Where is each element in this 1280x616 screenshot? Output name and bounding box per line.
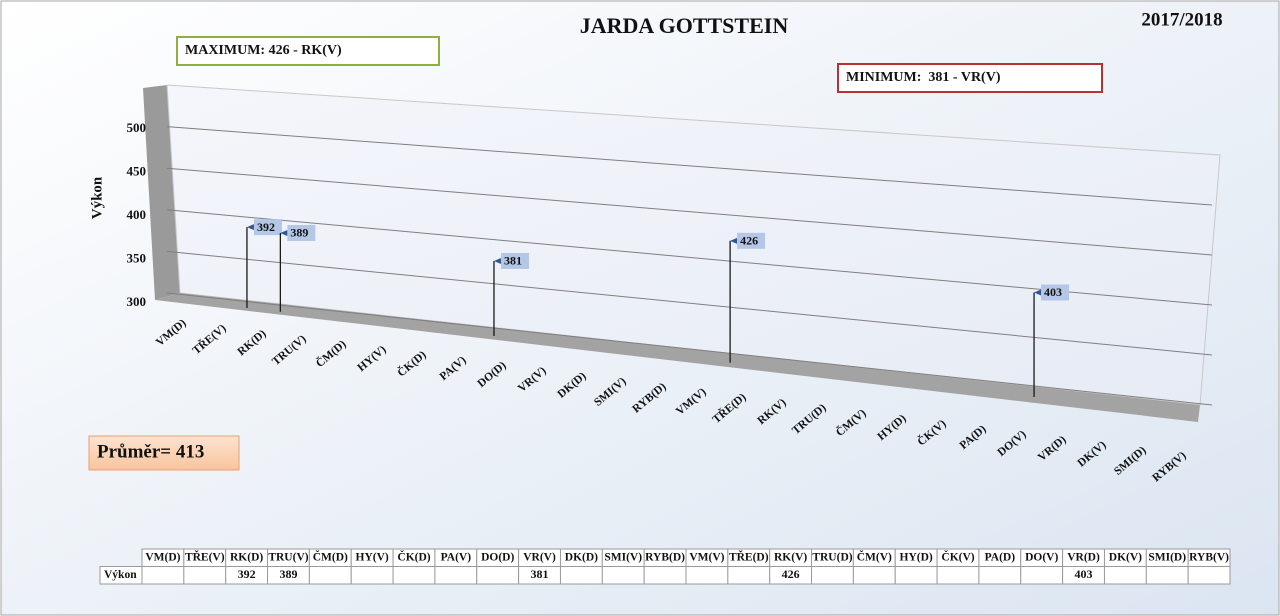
grid-line (166, 250, 1213, 356)
y-tick-label: 450 (127, 164, 147, 179)
table-header: SMI(D) (1148, 551, 1186, 563)
point-marker (1034, 289, 1042, 296)
grid-line (166, 292, 1213, 406)
table-value: 392 (238, 567, 256, 581)
table-header: RYB(V) (1189, 551, 1229, 563)
table-header: PA(D) (985, 551, 1016, 563)
max-box (176, 36, 440, 66)
table-header: HY(V) (356, 551, 389, 563)
table-cell (811, 566, 854, 585)
value-label-box (1041, 284, 1070, 301)
table-header: DO(D) (481, 551, 514, 563)
table-cell (1187, 566, 1231, 585)
value-label-box (287, 224, 316, 241)
table-cell (392, 566, 436, 585)
table-cell (936, 566, 980, 585)
value-label: 392 (257, 220, 275, 234)
grid-line (166, 126, 1213, 206)
point-marker (730, 237, 738, 244)
value-label: 426 (740, 234, 758, 248)
table-cell (476, 566, 520, 585)
table-header: DK(V) (1109, 551, 1142, 563)
value-label: 389 (290, 226, 308, 240)
min-label: MINIMUM: 381 - VR(V) (846, 70, 1001, 85)
table-header: VR(V) (523, 551, 556, 563)
y-tick-label: 500 (127, 120, 147, 135)
table-cell (601, 566, 645, 585)
min-box (837, 63, 1103, 93)
grid-line (166, 167, 1213, 256)
table-value: 426 (782, 567, 800, 581)
y-tick-label: 400 (127, 207, 147, 222)
table-cell (141, 566, 185, 585)
table-header: ČM(D) (313, 549, 348, 563)
value-label: 381 (504, 254, 522, 268)
table-header: VR(D) (1067, 551, 1100, 563)
grid-line (166, 209, 1213, 306)
value-label-box (500, 252, 529, 269)
average-label: Průměr= 413 (97, 441, 204, 462)
table-header: RK(V) (774, 551, 807, 563)
value-label-box (737, 232, 766, 249)
point-marker (280, 229, 288, 236)
table-cell (1103, 566, 1147, 585)
average-box (88, 435, 240, 471)
point-marker (246, 224, 254, 231)
table-header: TŘE(V) (185, 549, 225, 563)
table-header: ČK(D) (397, 549, 430, 563)
table-header: TRU(V) (268, 551, 308, 563)
table-cell (183, 566, 227, 585)
side-wall (143, 85, 180, 300)
floor (155, 293, 1200, 422)
chart-title: JARDA GOTTSTEIN (580, 13, 789, 38)
value-label: 403 (1044, 285, 1062, 299)
table-cell (727, 566, 771, 585)
table-value: 403 (1075, 567, 1093, 581)
table-cell (1145, 566, 1189, 585)
table-header: ČK(V) (941, 549, 974, 563)
table-header: RYB(D) (645, 551, 685, 563)
table-cell (350, 566, 394, 585)
table-cell (685, 566, 729, 585)
table-cell (559, 566, 603, 585)
max-label: MAXIMUM: 426 - RK(V) (185, 43, 342, 58)
y-tick-label: 350 (127, 251, 147, 266)
table-header: VM(D) (145, 551, 180, 563)
table-cell (1020, 566, 1064, 585)
point-marker (493, 257, 501, 264)
table-cell (434, 566, 478, 585)
y-axis-title: Výkon (89, 176, 105, 219)
table-header: TŘE(D) (729, 549, 769, 563)
table-value: 389 (279, 567, 297, 581)
table-cell (308, 566, 352, 585)
table-cell (643, 566, 687, 585)
table-cell (852, 566, 896, 585)
table-row-header: Výkon (104, 569, 137, 581)
subtitle: 2017/2018 (1141, 9, 1222, 30)
table-header: PA(V) (441, 551, 472, 563)
table-cell (894, 566, 938, 585)
table-header: TRU(D) (812, 551, 852, 563)
table-cell (978, 566, 1022, 585)
value-label-box (253, 219, 282, 236)
table-header: DK(D) (565, 551, 598, 563)
table-header: SMI(V) (604, 551, 642, 563)
table-header: VM(V) (689, 551, 724, 563)
table-header: RK(D) (230, 551, 263, 563)
table-header: HY(D) (900, 551, 933, 563)
y-tick-label: 300 (127, 294, 147, 309)
table-header: ČM(V) (857, 549, 892, 563)
table-value: 381 (531, 567, 549, 581)
table-header: DO(V) (1025, 551, 1058, 563)
